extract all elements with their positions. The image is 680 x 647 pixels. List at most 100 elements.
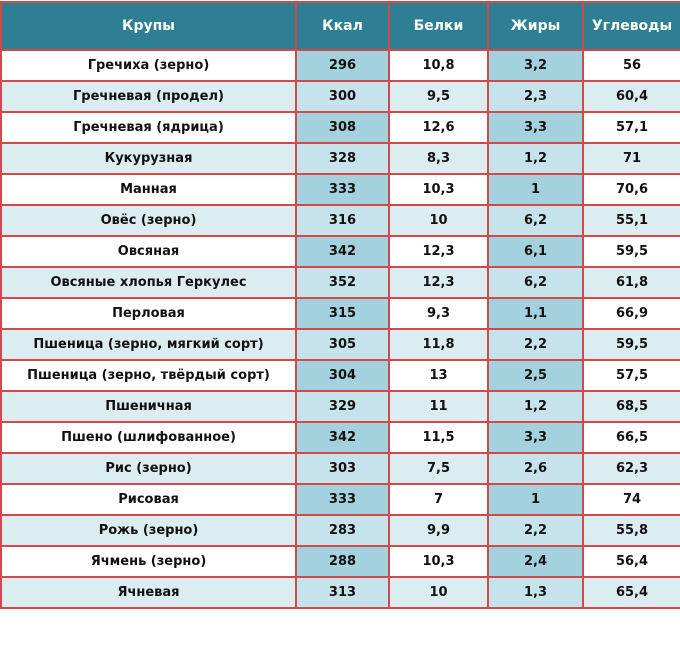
grain-name: Рисовая [0,483,297,516]
grain-name: Перловая [0,297,297,330]
value-cell: 12,3 [388,235,489,268]
value-cell: 10,8 [388,49,489,82]
table-row: Кукурузная 328 8,3 1,2 71 [0,142,680,175]
value-cell: 2,2 [487,328,584,361]
value-cell: 59,5 [582,328,680,361]
value-cell: 3,3 [487,421,584,454]
value-cell: 3,3 [487,111,584,144]
value-cell: 11,8 [388,328,489,361]
table-row: Овсяная 342 12,3 6,1 59,5 [0,235,680,268]
value-cell: 1 [487,173,584,206]
grain-name: Пшеница (зерно, твёрдый сорт) [0,359,297,392]
header-cell: Жиры [487,1,584,51]
value-cell: 333 [295,173,390,206]
table-row: Пшеница (зерно, мягкий сорт) 305 11,8 2,2 59… [0,328,680,361]
grain-name: Гречневая (ядрица) [0,111,297,144]
table-row: Ячневая 313 10 1,3 65,4 [0,576,680,609]
value-cell: 62,3 [582,452,680,485]
table-row: Пшеница (зерно, твёрдый сорт) 304 13 2,5 57,… [0,359,680,392]
grain-name: Рис (зерно) [0,452,297,485]
grain-name: Овсяные хлопья Геркулес [0,266,297,299]
header-cell: Крупы [0,1,297,51]
value-cell: 55,1 [582,204,680,237]
value-cell: 12,6 [388,111,489,144]
value-cell: 1 [487,483,584,516]
value-cell: 9,9 [388,514,489,547]
value-cell: 1,1 [487,297,584,330]
value-cell: 6,1 [487,235,584,268]
value-cell: 12,3 [388,266,489,299]
table-row: Ячмень (зерно) 288 10,3 2,4 56,4 [0,545,680,578]
value-cell: 74 [582,483,680,516]
value-cell: 11 [388,390,489,423]
value-cell: 57,5 [582,359,680,392]
value-cell: 2,2 [487,514,584,547]
nutrition-table: Крупы Ккал Белки Жиры Углеводы Гречиха (зерн… [0,1,680,609]
table-row: Овсяные хлопья Геркулес 352 12,3 6,2 61,8 [0,266,680,299]
table-row: Гречиха (зерно) 296 10,8 3,2 56 [0,49,680,82]
value-cell: 10 [388,576,489,609]
value-cell: 342 [295,235,390,268]
grain-name: Кукурузная [0,142,297,175]
value-cell: 61,8 [582,266,680,299]
value-cell: 71 [582,142,680,175]
header-cell: Белки [388,1,489,51]
header-row: Крупы Ккал Белки Жиры Углеводы [0,1,680,51]
value-cell: 11,5 [388,421,489,454]
table-row: Овёс (зерно) 316 10 6,2 55,1 [0,204,680,237]
table-row: Перловая 315 9,3 1,1 66,9 [0,297,680,330]
table-row: Пшено (шлифованное) 342 11,5 3,3 66,5 [0,421,680,454]
value-cell: 9,5 [388,80,489,113]
grain-name: Пшено (шлифованное) [0,421,297,454]
value-cell: 1,3 [487,576,584,609]
value-cell: 352 [295,266,390,299]
value-cell: 55,8 [582,514,680,547]
value-cell: 6,2 [487,266,584,299]
value-cell: 70,6 [582,173,680,206]
value-cell: 316 [295,204,390,237]
value-cell: 66,5 [582,421,680,454]
value-cell: 1,2 [487,390,584,423]
value-cell: 65,4 [582,576,680,609]
value-cell: 342 [295,421,390,454]
value-cell: 66,9 [582,297,680,330]
value-cell: 57,1 [582,111,680,144]
grain-name: Пшеничная [0,390,297,423]
table-row: Гречневая (продел) 300 9,5 2,3 60,4 [0,80,680,113]
value-cell: 333 [295,483,390,516]
value-cell: 303 [295,452,390,485]
value-cell: 288 [295,545,390,578]
value-cell: 68,5 [582,390,680,423]
value-cell: 60,4 [582,80,680,113]
value-cell: 3,2 [487,49,584,82]
value-cell: 2,5 [487,359,584,392]
table-row: Гречневая (ядрица) 308 12,6 3,3 57,1 [0,111,680,144]
grain-name: Гречиха (зерно) [0,49,297,82]
value-cell: 10,3 [388,173,489,206]
value-cell: 305 [295,328,390,361]
table-row: Рожь (зерно) 283 9,9 2,2 55,8 [0,514,680,547]
value-cell: 56 [582,49,680,82]
value-cell: 6,2 [487,204,584,237]
table-row: Рисовая 333 7 1 74 [0,483,680,516]
value-cell: 315 [295,297,390,330]
value-cell: 2,4 [487,545,584,578]
table-row: Пшеничная 329 11 1,2 68,5 [0,390,680,423]
value-cell: 13 [388,359,489,392]
value-cell: 2,3 [487,80,584,113]
table-row: Манная 333 10,3 1 70,6 [0,173,680,206]
value-cell: 8,3 [388,142,489,175]
value-cell: 283 [295,514,390,547]
header-cell: Углеводы [582,1,680,51]
value-cell: 2,6 [487,452,584,485]
grain-name: Ячмень (зерно) [0,545,297,578]
grain-name: Овсяная [0,235,297,268]
grain-name: Пшеница (зерно, мягкий сорт) [0,328,297,361]
value-cell: 7,5 [388,452,489,485]
table-row: Рис (зерно) 303 7,5 2,6 62,3 [0,452,680,485]
value-cell: 304 [295,359,390,392]
table-body: Гречиха (зерно) 296 10,8 3,2 56 Гречневая (пр… [0,49,680,609]
value-cell: 329 [295,390,390,423]
value-cell: 10,3 [388,545,489,578]
